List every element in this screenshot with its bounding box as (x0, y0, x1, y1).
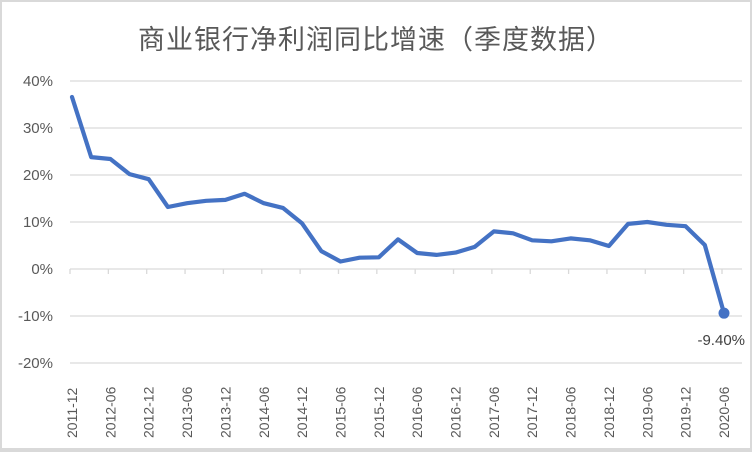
x-tick-label: 2018-06 (563, 386, 579, 438)
series-line (69, 94, 727, 316)
x-tick-label: 2016-06 (409, 386, 425, 438)
x-tick-label: 2015-12 (371, 386, 387, 438)
x-tick-label: 2014-12 (294, 386, 310, 438)
x-tick-label: 2017-12 (524, 386, 540, 438)
x-tick-label: 2019-06 (639, 386, 655, 438)
x-tick-label: 2013-12 (217, 386, 233, 438)
y-axis-labels: 40% 30% 20% 10% 0% -10% -20% (18, 73, 53, 372)
y-tick-label: 30% (23, 120, 53, 137)
x-tick-label: 2012-12 (141, 386, 157, 438)
data-annotation: -9.40% (697, 307, 745, 349)
x-tick-label: 2012-06 (102, 386, 118, 438)
x-tick-label: 2014-06 (256, 386, 272, 438)
x-tick-label: 2015-06 (332, 386, 348, 438)
y-tick-label: -10% (18, 308, 53, 325)
x-tick-label: 2016-12 (448, 386, 464, 438)
data-label: -9.40% (697, 332, 745, 349)
data-point-marker (718, 307, 730, 319)
x-tick-label: 2019-12 (678, 386, 694, 438)
chart-title: 商业银行净利润同比增速（季度数据） (138, 25, 614, 56)
x-tick-label: 2018-12 (601, 386, 617, 438)
x-tick-label: 2011-12 (64, 387, 80, 438)
y-tick-label: 10% (23, 214, 53, 231)
y-tick-label: 40% (23, 73, 53, 90)
y-tick-label: 0% (31, 261, 53, 278)
x-axis: 2011-12 2012-06 2012-12 2013-06 2013-12 2014-… (64, 268, 742, 438)
data-series (69, 94, 727, 316)
y-tick-label: 20% (23, 167, 53, 184)
x-tick-label: 2017-06 (486, 386, 502, 438)
x-tick-label: 2020-06 (716, 386, 732, 438)
y-tick-label: -20% (18, 355, 53, 372)
x-tick-label: 2013-06 (179, 386, 195, 438)
